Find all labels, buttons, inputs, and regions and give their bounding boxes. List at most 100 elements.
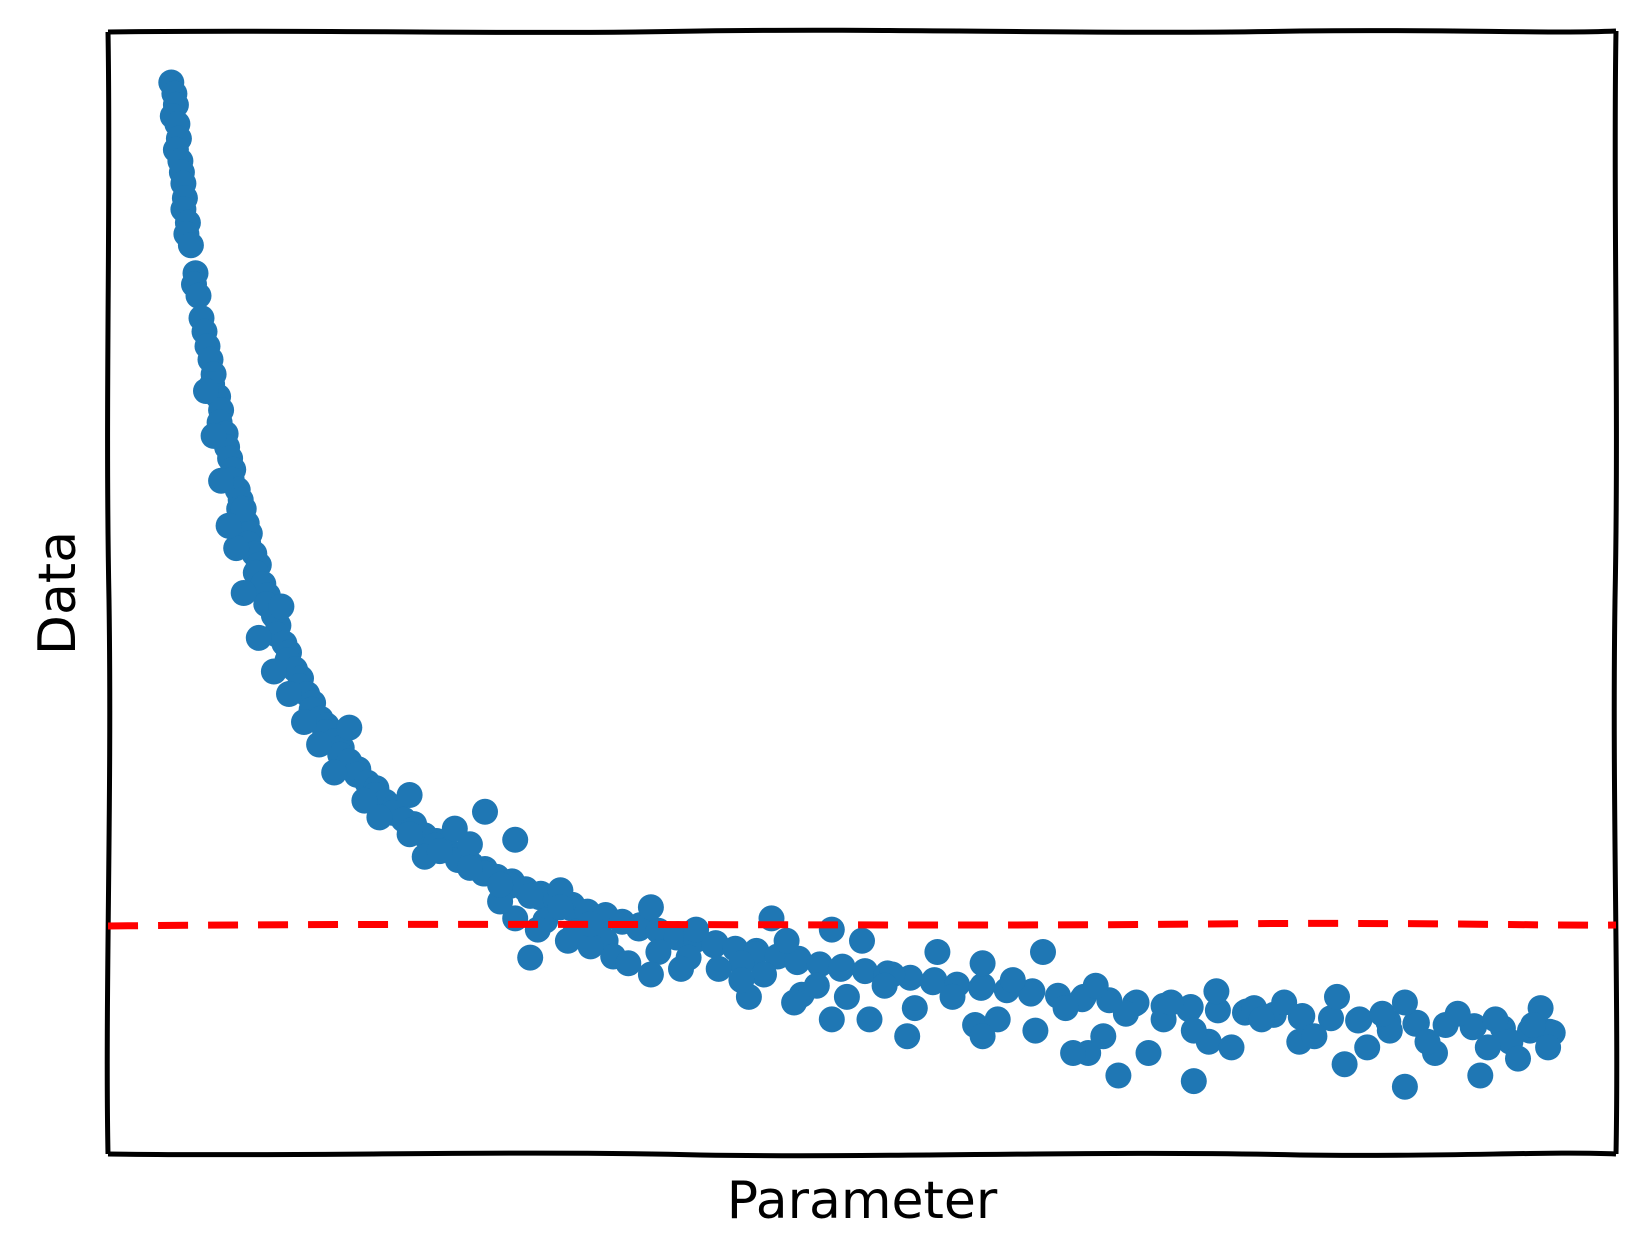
plot-frame-bottom: [107, 1150, 1617, 1159]
data-point: [784, 949, 811, 976]
data-point: [554, 927, 581, 954]
data-point: [1218, 1034, 1245, 1061]
y-axis-label: Data: [28, 531, 88, 655]
data-point: [773, 927, 800, 954]
data-point: [1203, 978, 1230, 1005]
data-point: [524, 916, 551, 943]
data-point: [245, 624, 272, 651]
data-point: [856, 1006, 883, 1033]
data-point: [924, 939, 951, 965]
data-point: [852, 958, 878, 985]
data-point: [637, 894, 664, 921]
data-point: [1180, 1068, 1207, 1095]
data-point: [1030, 939, 1056, 965]
data-point: [728, 967, 755, 994]
data-point: [1505, 1045, 1531, 1072]
data-point: [1474, 1034, 1501, 1061]
data-point: [230, 580, 257, 606]
data-point: [1022, 1017, 1049, 1044]
data-point: [456, 831, 483, 858]
data-point: [1467, 1062, 1494, 1089]
data-point: [1444, 1000, 1471, 1027]
data-point: [577, 911, 604, 937]
data-point: [615, 950, 642, 977]
data-point: [637, 961, 664, 988]
data-point: [260, 658, 287, 685]
data-point: [321, 759, 348, 786]
data-point: [871, 972, 898, 999]
data-point: [919, 969, 946, 996]
data-point: [1052, 995, 1079, 1022]
data-point: [968, 974, 995, 1001]
data-point: [268, 593, 295, 620]
data-point: [1331, 1051, 1358, 1078]
data-point: [969, 1023, 996, 1050]
data-point: [818, 916, 845, 943]
data-point: [1082, 972, 1109, 999]
data-point: [1105, 1062, 1132, 1089]
data-point: [833, 983, 860, 1010]
data-point: [683, 916, 710, 943]
data-point: [939, 983, 966, 1010]
data-point: [487, 871, 514, 898]
data-point: [1060, 1040, 1087, 1066]
data-point: [502, 826, 529, 853]
data-point: [193, 378, 219, 404]
reference-line-layer: [108, 919, 1616, 930]
data-point: [1301, 1023, 1328, 1050]
data-point: [984, 1006, 1011, 1033]
data-point: [1204, 997, 1231, 1024]
data-point: [223, 535, 250, 562]
reference-line: [108, 919, 1616, 930]
data-point: [1271, 989, 1298, 1016]
data-point: [215, 512, 242, 539]
data-point: [177, 232, 204, 259]
data-point: [1414, 1028, 1441, 1055]
data-point: [1017, 980, 1044, 1007]
data-point: [336, 714, 363, 741]
data-point: [1090, 1023, 1117, 1050]
data-point: [1369, 1000, 1396, 1027]
data-point: [426, 838, 453, 865]
data-point: [894, 1023, 921, 1050]
data-point: [577, 933, 604, 960]
plot-frame-top: [107, 27, 1617, 35]
data-point: [351, 787, 378, 814]
data-point: [456, 854, 483, 881]
data-point: [185, 282, 212, 309]
x-axis-label: Parameter: [727, 1171, 998, 1231]
data-point: [517, 882, 544, 909]
data-point: [1391, 989, 1418, 1016]
plot-frame-right: [1611, 30, 1620, 1155]
data-point: [366, 804, 393, 831]
data-point: [472, 798, 498, 825]
data-point: [818, 1006, 845, 1033]
data-point: [827, 955, 854, 982]
data-point: [849, 927, 875, 954]
data-point: [806, 951, 833, 978]
data-point: [701, 932, 728, 959]
data-point: [306, 731, 333, 758]
data-point: [1324, 983, 1350, 1010]
data-point: [1391, 1073, 1418, 1100]
scatter-points: [158, 69, 1566, 1100]
data-point: [396, 821, 423, 848]
data-point: [517, 944, 544, 971]
data-point: [1482, 1006, 1509, 1033]
data-point: [291, 709, 317, 735]
data-point: [276, 681, 302, 707]
data-point: [969, 950, 996, 977]
data-point: [547, 894, 574, 921]
data-point: [1520, 1012, 1547, 1038]
data-point: [1345, 1007, 1372, 1034]
data-point: [200, 422, 227, 449]
data-point: [1248, 1006, 1275, 1033]
data-point: [999, 967, 1026, 994]
data-point: [663, 924, 690, 951]
data-point: [1535, 1034, 1562, 1061]
data-point: [751, 961, 777, 988]
data-point: [1180, 1017, 1207, 1044]
data-point: [230, 495, 257, 522]
data-point: [1158, 989, 1185, 1016]
data-point: [396, 782, 423, 808]
